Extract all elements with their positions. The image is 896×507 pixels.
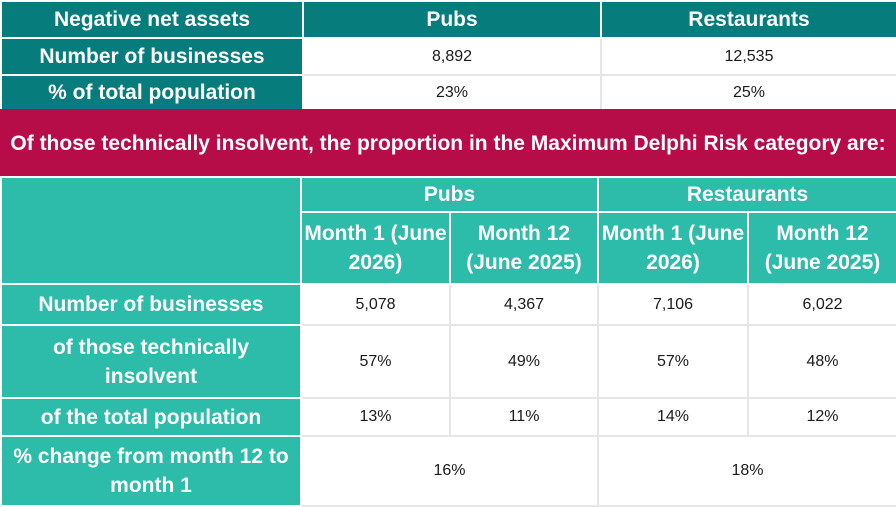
subheader-restaurants-month-1: Month 1 (June 2026): [597, 211, 749, 285]
table-cell: 48%: [746, 324, 896, 399]
table-cell: 14%: [597, 397, 749, 437]
restaurants-percent-change: 18%: [596, 435, 896, 507]
row-label-number-of-businesses: Number of businesses: [0, 283, 302, 326]
row-label-technically-insolvent: of those technically insolvent: [0, 324, 302, 399]
pubs-percent-total-population: 23%: [302, 74, 602, 111]
subheader-pubs-month-12: Month 12 (June 2025): [449, 211, 599, 285]
restaurants-percent-total-population: 25%: [600, 74, 896, 111]
row-label-percent-change: % change from month 12 to month 1: [0, 435, 302, 507]
restaurants-number-of-businesses: 12,535: [600, 37, 896, 76]
table-cell: 13%: [300, 397, 451, 437]
table-cell: 7,106: [597, 283, 749, 326]
empty-corner-cell: [0, 176, 302, 285]
row-label-total-population: of the total population: [0, 397, 302, 437]
pubs-percent-change: 16%: [300, 435, 599, 507]
delphi-risk-table: Pubs Restaurants Month 1 (June 2026) Mon…: [0, 176, 896, 507]
table-cell: 57%: [597, 324, 749, 399]
delphi-risk-banner: Of those technically insolvent, the prop…: [0, 109, 896, 178]
header-negative-net-assets: Negative net assets: [0, 0, 304, 39]
table-cell: 5,078: [300, 283, 451, 326]
table-cell: 49%: [449, 324, 599, 399]
banner-text: Of those technically insolvent, the prop…: [10, 132, 886, 155]
table-cell: 12%: [746, 397, 896, 437]
table-cell: 11%: [449, 397, 599, 437]
subheader-restaurants-month-12: Month 12 (June 2025): [746, 211, 896, 285]
table-cell: 6,022: [746, 283, 896, 326]
subheader-pubs-month-1: Month 1 (June 2026): [300, 211, 451, 285]
group-header-pubs: Pubs: [300, 176, 599, 213]
header-pubs: Pubs: [302, 0, 602, 39]
table-cell: 57%: [300, 324, 451, 399]
group-header-restaurants: Restaurants: [596, 176, 896, 213]
header-restaurants: Restaurants: [600, 0, 896, 39]
table-cell: 4,367: [449, 283, 599, 326]
pubs-number-of-businesses: 8,892: [302, 37, 602, 76]
row-label-number-of-businesses: Number of businesses: [0, 37, 304, 76]
negative-net-assets-table: Negative net assets Pubs Restaurants Num…: [0, 0, 896, 111]
row-label-percent-total-population: % of total population: [0, 74, 304, 111]
